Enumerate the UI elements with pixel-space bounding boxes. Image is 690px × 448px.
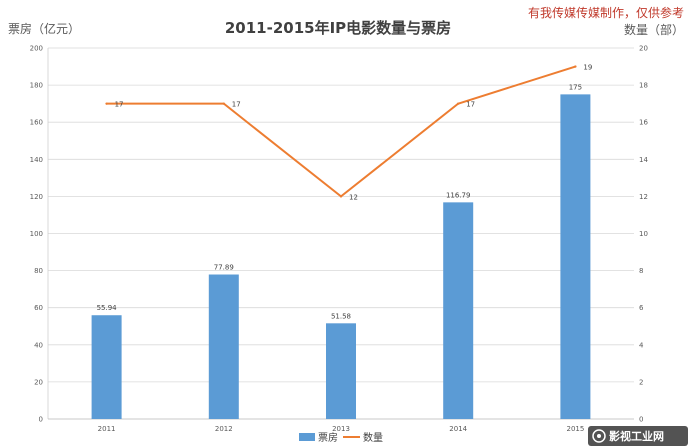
line-data-label: 19 [583,64,592,72]
bar-series [91,94,591,419]
y-axis-title: 票房（亿元） [8,21,80,36]
y-tick-label: 140 [30,156,43,164]
legend: 票房 数量 [299,431,383,444]
y-tick-label: 200 [30,45,43,53]
y2-tick-label: 20 [639,45,648,53]
bar-data-label: 116.79 [446,191,471,199]
y-tick-label: 100 [30,230,43,238]
bar [91,315,122,419]
legend-label-bar: 票房 [318,431,338,444]
y2-axis-title: 数量（部） [624,22,684,37]
logo-icon [592,429,606,443]
logo-badge: 影视工业网 [588,426,688,446]
bar-data-label: 77.89 [214,264,234,272]
y-tick-label: 40 [34,341,43,349]
y-tick-label: 60 [34,304,43,312]
y2-tick-label: 2 [639,378,643,386]
logo-text: 影视工业网 [609,429,664,443]
bar-data-label: 55.94 [97,304,118,312]
y-tick-label: 20 [34,378,43,386]
y2-tick-label: 4 [639,341,644,349]
y2-tick-label: 10 [639,230,648,238]
y-tick-label: 0 [39,416,43,424]
data-labels: 55.94 77.89 51.58 116.79 175 17 17 12 17 19 [97,64,593,321]
y2-tick-label: 12 [639,193,648,201]
x-tick-label: 2012 [215,425,233,433]
y-tick-label: 120 [30,193,43,201]
line-point [339,195,343,198]
y2-tick-label: 6 [639,304,644,312]
y-tick-label: 80 [34,267,43,275]
line-data-label: 17 [232,101,241,109]
line-point [105,102,108,105]
line-point [222,102,225,105]
bar-data-label: 51.58 [331,312,351,320]
y2-tick-label: 18 [639,82,648,90]
line-point [574,65,577,68]
watermark-text: 有我传媒传媒制作，仅供参考 [528,5,684,20]
y2-tick-label: 14 [639,156,648,164]
x-tick-label: 2013 [332,425,350,433]
y2-tick-label: 8 [639,267,643,275]
x-tick-label: 2014 [449,425,467,433]
line-data-label: 12 [349,193,358,201]
bar [208,274,239,419]
x-tick-label: 2011 [98,425,116,433]
line-data-label: 17 [115,101,124,109]
y2-tick-label: 16 [639,119,648,127]
legend-label-line: 数量 [363,431,383,444]
legend-swatch-bar [299,433,315,441]
y2-tick-label: 0 [639,416,643,424]
line-series [105,65,577,198]
line-data-label: 17 [466,101,475,109]
logo-icon-dot [597,434,601,438]
line-point [457,102,460,105]
bar [560,94,591,419]
series-line [106,65,576,198]
bar-data-label: 175 [569,83,582,91]
y-tick-label: 180 [30,82,43,90]
axis-ticks: 0 20 40 60 80 100 120 140 160 180 200 0 2 4 6 8 10 12 14 16… [30,45,649,434]
logo-background [588,426,688,446]
bar [443,202,474,419]
y-tick-label: 160 [30,119,43,127]
chart-title: 2011-2015年IP电影数量与票房 [225,19,451,37]
x-tick-label: 2015 [566,425,584,433]
bar [326,323,356,419]
